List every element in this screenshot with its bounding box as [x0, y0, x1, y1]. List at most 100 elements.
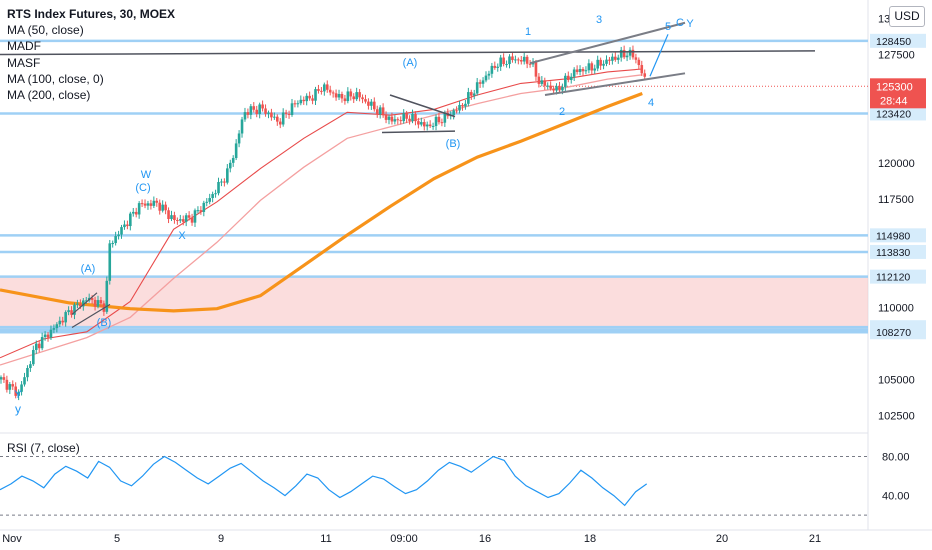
candle-body	[276, 116, 279, 122]
legend-ma50: MA (50, close)	[7, 23, 84, 38]
candle-body	[49, 329, 53, 338]
candle-body	[378, 107, 382, 115]
candle-body	[40, 337, 44, 349]
candle-body	[323, 84, 326, 92]
candle-body	[167, 210, 170, 219]
channel-lower	[544, 72, 686, 96]
candle-body	[622, 49, 626, 58]
candle-body	[99, 300, 103, 304]
candle-body	[614, 56, 617, 60]
level-tag	[870, 228, 926, 243]
candle-body	[140, 203, 144, 205]
candle-body	[284, 112, 288, 114]
x-tick-label: 11	[320, 533, 331, 545]
candle-body	[34, 343, 38, 350]
legend-ma100: MA (100, close, 0)	[7, 71, 104, 86]
candle-body	[170, 215, 173, 219]
candle-body	[117, 234, 120, 237]
candle-body	[484, 75, 488, 81]
candle-body	[549, 85, 552, 89]
candle-body	[467, 92, 470, 104]
wave-label: X	[178, 230, 186, 242]
level-label: 113830	[876, 247, 910, 259]
candle-body	[211, 194, 214, 199]
y-tick-label: 105000	[878, 374, 915, 386]
candle-body	[123, 224, 126, 228]
candle-body	[231, 158, 235, 163]
candle-body	[578, 68, 582, 72]
candle-body	[464, 103, 467, 107]
candle-body	[261, 104, 264, 109]
candle-body	[458, 104, 461, 111]
candle-body	[543, 80, 547, 86]
candle-body	[387, 116, 391, 120]
candle-body	[84, 300, 88, 302]
currency-button[interactable]: USD	[889, 6, 925, 27]
wave-label: 3	[596, 14, 602, 26]
level-label: 128450	[876, 36, 911, 48]
candle-body	[425, 124, 429, 127]
candle-body	[455, 110, 458, 112]
candle-body	[590, 63, 594, 71]
candle-body	[431, 125, 435, 127]
wave-label: 1	[525, 26, 531, 38]
candle-body	[361, 97, 364, 100]
candle-body	[311, 98, 314, 101]
candle-body	[52, 328, 56, 330]
candle-body	[519, 60, 523, 62]
candle-body	[8, 384, 12, 390]
candle-body	[402, 113, 405, 122]
candle-body	[472, 93, 476, 96]
candle-body	[246, 112, 250, 115]
candle-body	[349, 91, 353, 97]
candle-body	[581, 68, 585, 72]
candle-body	[23, 377, 26, 385]
candle-body	[184, 215, 188, 222]
candle-body	[179, 219, 182, 221]
rsi-legend: RSI (7, close)	[7, 441, 80, 455]
candle-body	[390, 116, 394, 122]
candle-body	[381, 107, 385, 116]
candle-body	[296, 103, 300, 105]
x-tick-label: 5	[114, 533, 120, 545]
candle-body	[546, 85, 550, 87]
level-tag	[870, 325, 926, 340]
candle-body	[434, 116, 438, 126]
candle-body	[408, 118, 411, 121]
y-tick-label: 117500	[878, 194, 914, 206]
candle-body	[375, 109, 379, 115]
candle-body	[173, 215, 176, 221]
candle-body	[223, 181, 226, 183]
countdown-label: 28:44	[880, 95, 908, 107]
candle-body	[164, 204, 167, 211]
candle-body	[355, 92, 358, 100]
candle-body	[564, 75, 567, 87]
candle-body	[461, 104, 464, 107]
candle-body	[61, 320, 65, 323]
candle-body	[5, 379, 9, 390]
candle-body	[264, 108, 267, 114]
candle-body	[55, 324, 59, 329]
channel-upper	[529, 21, 686, 65]
legend-madf: MADF	[7, 39, 41, 54]
chart-title: RTS Index Futures, 30, MOEX	[7, 7, 176, 21]
candle-body	[137, 203, 141, 215]
wave-label: (C)	[135, 182, 150, 194]
rsi-line	[0, 455, 648, 507]
candle-body	[443, 112, 447, 123]
candle-body	[187, 215, 191, 218]
candle-body	[111, 243, 114, 245]
candle-body	[126, 224, 129, 227]
x-tick-label: 21	[809, 533, 821, 545]
candle-body	[202, 202, 206, 212]
candle-body	[73, 304, 76, 315]
candle-body	[317, 89, 320, 91]
candle-body	[514, 59, 517, 61]
candle-body	[593, 68, 597, 71]
candle-body	[29, 364, 32, 369]
candle-body	[452, 110, 455, 116]
candle-body	[308, 95, 311, 99]
candle-body	[93, 299, 97, 307]
candle-body	[602, 63, 605, 66]
